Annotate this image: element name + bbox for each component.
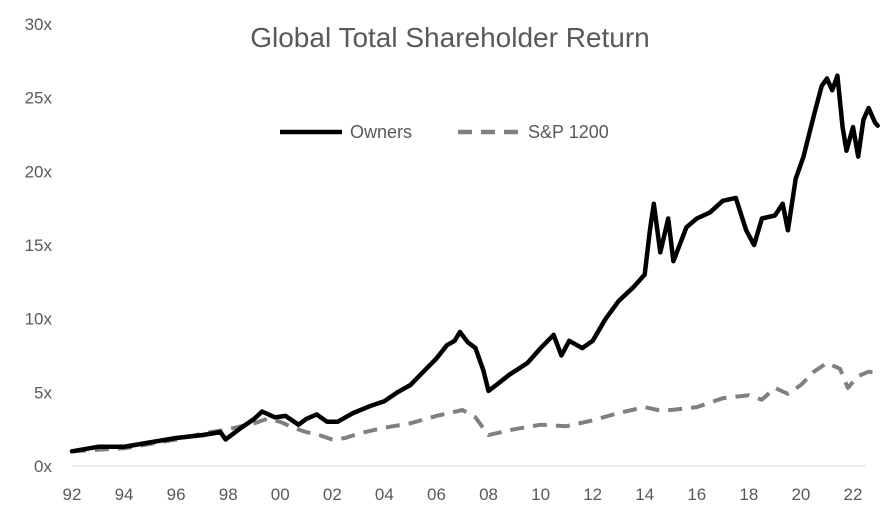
x-tick-label: 06 xyxy=(427,485,446,504)
series-line-owners xyxy=(69,73,880,454)
legend-item-sp1200: S&P 1200 xyxy=(458,122,609,142)
y-tick-label: 5x xyxy=(34,383,52,402)
x-tick-label: 04 xyxy=(375,485,394,504)
series-layer xyxy=(69,73,880,454)
chart-title: Global Total Shareholder Return xyxy=(250,22,650,53)
x-tick-label: 02 xyxy=(323,485,342,504)
x-tick-label: 92 xyxy=(63,485,82,504)
legend-item-owners: Owners xyxy=(280,122,412,142)
x-tick-label: 20 xyxy=(791,485,810,504)
legend-label: S&P 1200 xyxy=(528,122,609,142)
x-tick-label: 96 xyxy=(167,485,186,504)
y-tick-label: 15x xyxy=(25,236,53,255)
x-tick-label: 18 xyxy=(739,485,758,504)
y-tick-label: 0x xyxy=(34,457,52,476)
x-tick-label: 10 xyxy=(531,485,550,504)
x-tick-label: 08 xyxy=(479,485,498,504)
y-axis-ticks: 0x 5x 10x 15x 20x 25x 30x xyxy=(25,15,53,476)
x-tick-label: 94 xyxy=(115,485,134,504)
x-axis-ticks: 92 94 96 98 00 02 04 06 08 10 12 14 16 18 20 22 xyxy=(63,485,863,504)
x-tick-label: 22 xyxy=(844,485,863,504)
series-line-sp1200 xyxy=(71,360,879,454)
x-tick-label: 12 xyxy=(583,485,602,504)
x-tick-label: 98 xyxy=(219,485,238,504)
y-tick-label: 25x xyxy=(25,89,53,108)
y-tick-label: 30x xyxy=(25,15,53,34)
x-tick-label: 14 xyxy=(635,485,654,504)
y-tick-label: 20x xyxy=(25,162,53,181)
y-tick-label: 10x xyxy=(25,310,53,329)
x-tick-label: 00 xyxy=(271,485,290,504)
legend: Owners S&P 1200 xyxy=(280,122,609,142)
legend-label: Owners xyxy=(350,122,412,142)
x-tick-label: 16 xyxy=(687,485,706,504)
